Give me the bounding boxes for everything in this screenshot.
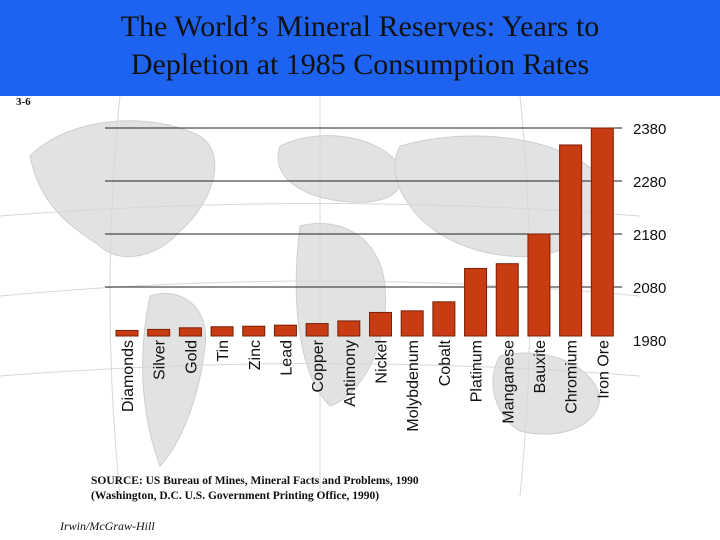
slide-number: 3-6 <box>16 96 31 108</box>
category-label: Copper <box>310 339 327 392</box>
y-tick-label: 2380 <box>633 121 666 138</box>
title-line-2: Depletion at 1985 Consumption Rates <box>130 48 590 81</box>
y-tick-label: 2180 <box>633 227 666 244</box>
category-label: Nickel <box>374 340 391 384</box>
bar-bauxite <box>527 233 551 337</box>
world-map-background <box>0 96 640 496</box>
bar-lead <box>273 324 297 337</box>
title-line-1: The World’s Mineral Reserves: Years to <box>120 10 600 43</box>
chart-area: 1980 2080 2180 2280 2380 Diamonds Silver Gold Ti… <box>0 96 720 516</box>
category-label: Iron Ore <box>595 340 612 399</box>
source-note: SOURCE: US Bureau of Mines, Mineral Fact… <box>91 474 419 504</box>
title-band <box>0 0 720 96</box>
category-label: Chromium <box>564 340 581 414</box>
bar-iron-ore <box>590 127 614 337</box>
category-label: Bauxite <box>532 340 549 393</box>
category-label: Molybdenum <box>405 340 422 432</box>
bar-zinc <box>242 325 266 337</box>
category-label: Zinc <box>247 340 264 370</box>
category-label: Tin <box>215 340 232 362</box>
y-tick-label: 2280 <box>633 174 666 191</box>
bar-antimony <box>337 320 361 337</box>
bar-cobalt <box>432 301 456 337</box>
category-label: Antimony <box>342 340 359 407</box>
y-tick-label: 2080 <box>633 280 666 297</box>
bar-tin <box>210 326 234 337</box>
source-line-1: SOURCE: US Bureau of Mines, Mineral Fact… <box>91 475 419 487</box>
category-label: Diamonds <box>120 340 137 412</box>
bar-chart: 1980 2080 2180 2280 2380 Diamonds Silver Gold Ti… <box>105 121 666 432</box>
bar-nickel <box>369 311 392 337</box>
bar-copper <box>305 323 329 337</box>
category-label: Platinum <box>469 340 486 402</box>
bar-silver <box>147 328 171 337</box>
bar-gold <box>178 327 202 337</box>
bar-manganese <box>495 263 519 337</box>
category-label: Lead <box>278 340 295 376</box>
bar-chromium <box>559 144 583 337</box>
category-label: Gold <box>183 340 200 374</box>
category-label: Cobalt <box>437 339 454 386</box>
category-label: Silver <box>152 339 169 380</box>
category-label: Manganese <box>500 340 517 424</box>
publisher-footer: Irwin/McGraw-Hill <box>60 519 155 533</box>
slide-title: The World’s Mineral Reserves: Years to D… <box>0 8 720 84</box>
source-line-2: (Washington, D.C. U.S. Government Printi… <box>91 490 380 502</box>
bar-platinum <box>464 267 488 337</box>
bar-molybdenum <box>400 310 424 337</box>
y-tick-label: 1980 <box>633 333 666 350</box>
bar-diamonds <box>115 329 139 337</box>
